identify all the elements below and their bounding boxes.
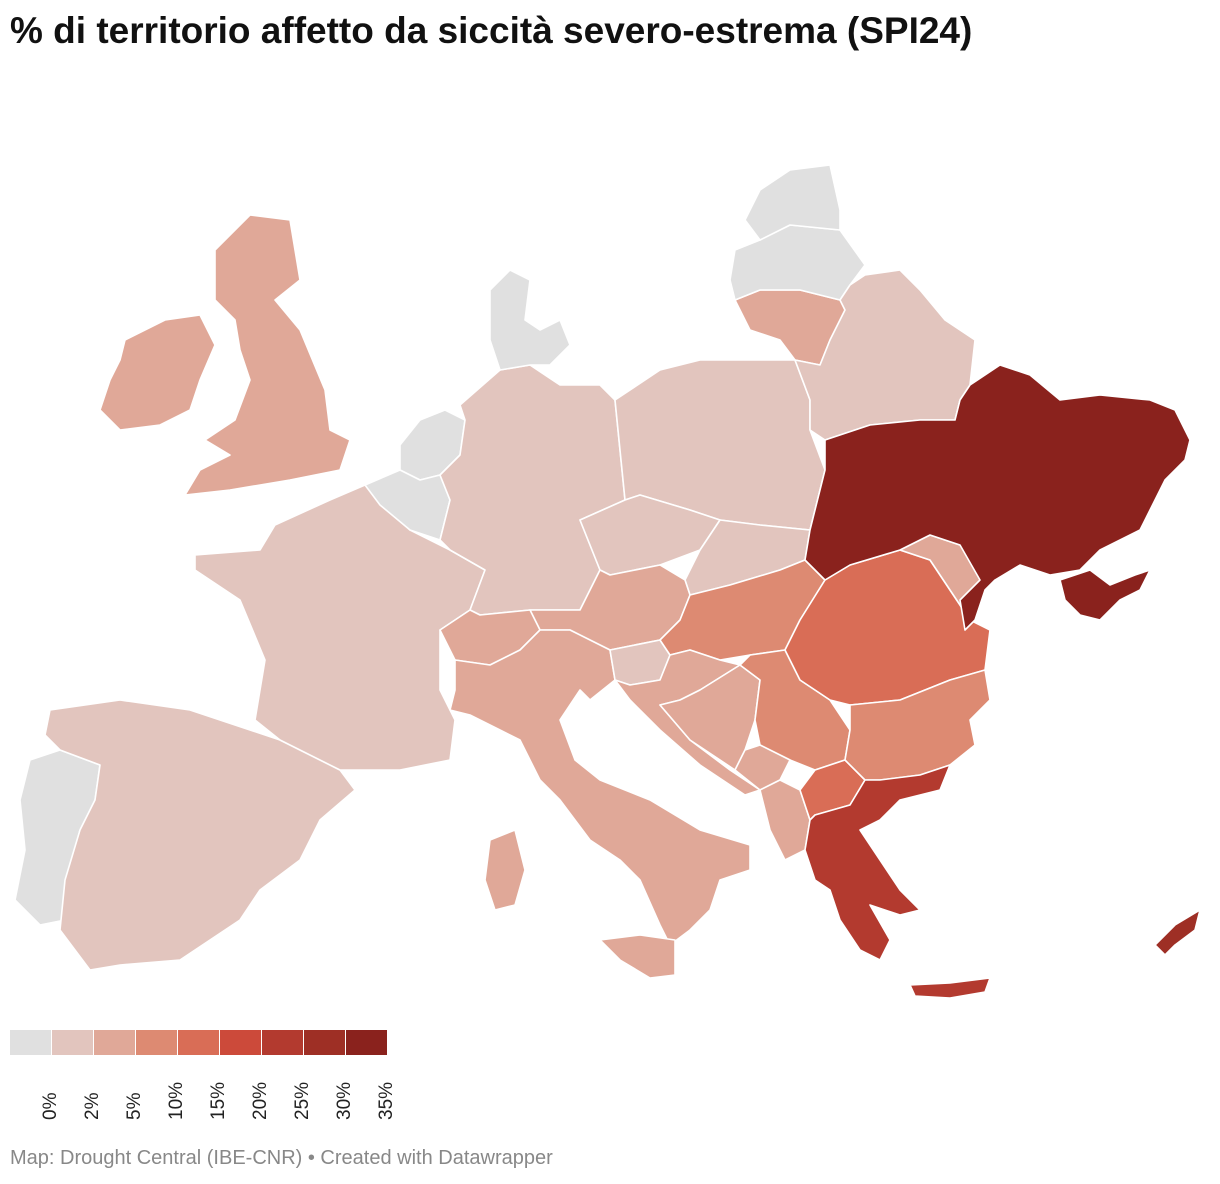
- map-title: % di territorio affetto da siccità sever…: [10, 10, 973, 51]
- region-united-kingdom[interactable]: [184, 214, 351, 496]
- legend-tick-8: 35%: [376, 1081, 397, 1120]
- region-latvia[interactable]: [729, 224, 866, 301]
- legend-tick-4: 15%: [208, 1081, 229, 1120]
- region-crete[interactable]: [909, 977, 991, 999]
- legend-swatch-3: [136, 1030, 177, 1055]
- color-legend: 0% 2% 5% 10% 15% 20% 25% 30% 35%: [10, 1030, 430, 1120]
- legend-tick-2: 5%: [124, 1092, 145, 1120]
- legend-tick-5: 20%: [250, 1081, 271, 1120]
- region-cyprus[interactable]: [1154, 909, 1201, 956]
- region-sicily[interactable]: [599, 934, 676, 979]
- region-france[interactable]: [194, 484, 486, 771]
- legend-swatch-7: [304, 1030, 345, 1055]
- region-denmark[interactable]: [489, 269, 571, 371]
- legend-tick-3: 10%: [166, 1081, 187, 1120]
- legend-swatch-0: [10, 1030, 51, 1055]
- region-estonia[interactable]: [744, 164, 841, 241]
- europe-choropleth-map: [14, 164, 1201, 999]
- map-credits: Map: Drought Central (IBE-CNR) • Created…: [10, 1147, 553, 1169]
- region-sardinia[interactable]: [484, 829, 526, 911]
- legend-swatch-1: [52, 1030, 93, 1055]
- region-greece[interactable]: [804, 764, 951, 961]
- legend-tick-0: 0%: [40, 1092, 61, 1120]
- region-crimea[interactable]: [1059, 569, 1151, 621]
- legend-swatch-2: [94, 1030, 135, 1055]
- region-ireland[interactable]: [99, 314, 216, 431]
- legend-swatch-8: [346, 1030, 387, 1055]
- region-bulgaria[interactable]: [844, 669, 991, 781]
- legend-swatch-4: [178, 1030, 219, 1055]
- legend-tick-7: 30%: [334, 1081, 355, 1120]
- region-ukraine[interactable]: [804, 364, 1191, 631]
- legend-tick-1: 2%: [82, 1092, 103, 1120]
- legend-tick-6: 25%: [292, 1081, 313, 1120]
- legend-swatch-6: [262, 1030, 303, 1055]
- legend-swatch-5: [220, 1030, 261, 1055]
